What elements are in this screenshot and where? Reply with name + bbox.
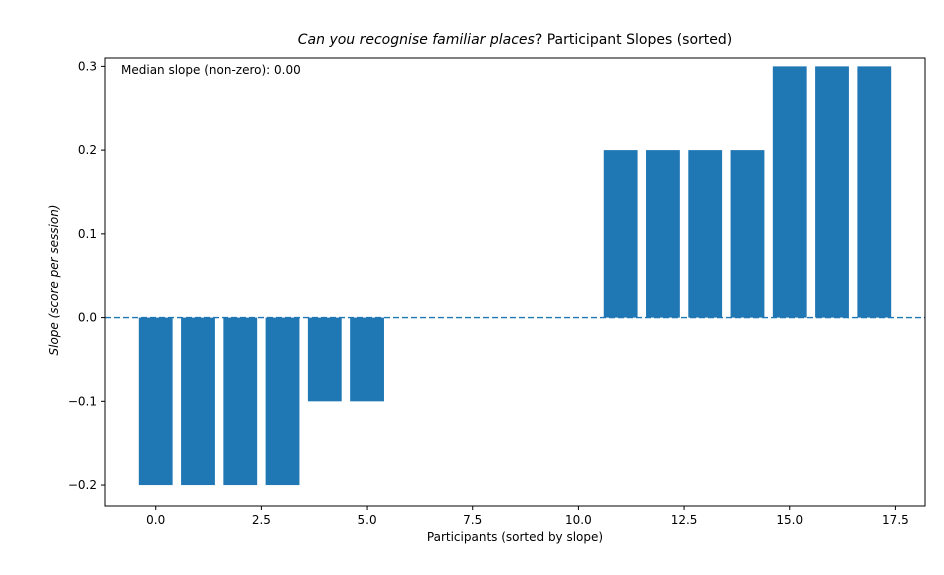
x-tick-label: 0.0 [146, 513, 165, 527]
bar-participant-11 [603, 150, 638, 318]
bar-participant-5 [350, 317, 384, 402]
bar-participant-15 [772, 66, 807, 318]
x-tick-label: 7.5 [463, 513, 482, 527]
y-tick-label: −0.1 [68, 394, 97, 408]
y-tick-label: 0.2 [78, 143, 97, 157]
bar-participant-17 [857, 66, 892, 318]
chart-title-rest: ? Participant Slopes (sorted) [535, 32, 732, 48]
x-tick-label: 5.0 [358, 513, 377, 527]
annotation-median: Median slope (non-zero): 0.00 [121, 63, 301, 77]
bar-participant-4 [307, 317, 342, 402]
bars-group [138, 66, 892, 486]
bar-participant-1 [181, 317, 215, 486]
bar-participant-0 [138, 317, 173, 486]
bar-participant-14 [730, 150, 765, 318]
x-tick-label: 2.5 [252, 513, 271, 527]
bar-participant-2 [223, 317, 258, 486]
bar-participant-3 [265, 317, 300, 486]
bar-participant-16 [815, 66, 849, 318]
y-tick-label: 0.1 [78, 227, 97, 241]
plot-frame [104, 57, 926, 507]
y-tick-label: 0.3 [78, 59, 97, 73]
x-tick-label: 12.5 [671, 513, 698, 527]
x-tick-label: 15.0 [776, 513, 803, 527]
y-axis-ticks: −0.2 −0.1 0.0 0.1 0.2 0.3 [68, 59, 105, 492]
bar-participant-13 [688, 150, 723, 318]
x-axis-label: Participants (sorted by slope) [427, 530, 603, 544]
chart-title-italic: Can you recognise familiar places [298, 32, 535, 48]
x-tick-label: 17.5 [882, 513, 909, 527]
x-axis-ticks: 0.0 2.5 5.0 7.5 10.0 12.5 15.0 17.5 [146, 506, 909, 527]
y-tick-label: 0.0 [78, 311, 97, 325]
x-tick-label: 10.0 [565, 513, 592, 527]
chart-title: Can you recognise familiar places? Parti… [298, 32, 732, 48]
y-axis-label: Slope (score per session) [47, 205, 61, 356]
bar-participant-12 [646, 150, 680, 318]
y-tick-label: −0.2 [68, 478, 97, 492]
